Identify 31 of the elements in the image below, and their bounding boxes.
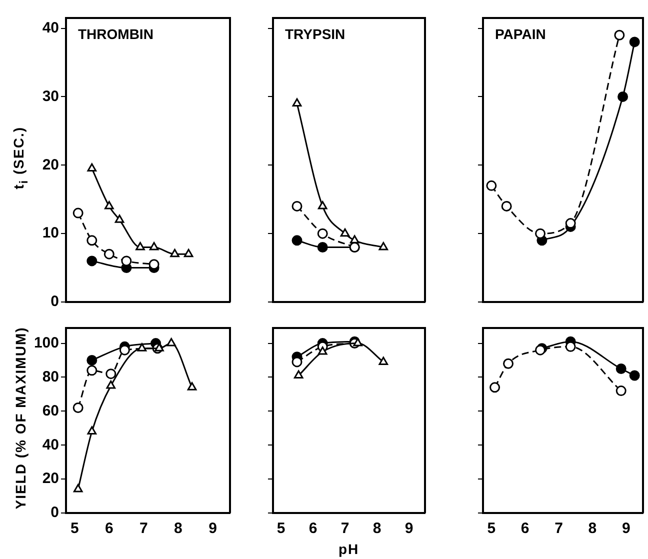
x-tick-label: 5	[70, 520, 79, 538]
y-tick-label: 0	[50, 504, 59, 522]
x-tick-label: 8	[588, 520, 597, 538]
x-tick-label: 5	[487, 520, 496, 538]
x-tick-label: 7	[554, 520, 563, 538]
y-tick-label: 80	[42, 368, 59, 386]
y-tick-label: 30	[42, 88, 59, 105]
x-tick-label: 8	[372, 520, 382, 538]
text: THROMBIN	[78, 26, 154, 42]
x-tick-label: 6	[308, 520, 318, 538]
y-tick-label: 0	[50, 293, 59, 310]
x-tick-label: 9	[208, 520, 217, 538]
text: TRYPSIN	[285, 26, 346, 42]
x-tick-label: 7	[340, 520, 350, 538]
x-tick-label: 5	[276, 520, 286, 538]
x-tick-label: 6	[520, 520, 530, 538]
y-tick-label: 40	[42, 436, 59, 454]
y-tick-label: 10	[42, 224, 59, 242]
x-tick-label: 9	[404, 520, 414, 538]
y-tick-label: 20	[42, 156, 59, 174]
y-tick-label: 60	[42, 402, 59, 420]
x-tick-label: 7	[140, 520, 148, 538]
x-tick-label: 6	[104, 520, 114, 538]
y-tick-label: 40	[42, 19, 59, 36]
text: PAPAIN	[495, 26, 546, 42]
y-tick-label: 20	[42, 470, 59, 488]
x-tick-label: 8	[174, 520, 182, 538]
y-tick-label: 100	[34, 334, 59, 352]
y-axis-title: YIELD (% OF MAXIMUM)	[12, 326, 28, 510]
x-axis-title: pH	[338, 541, 360, 557]
x-tick-label: 9	[622, 520, 630, 538]
